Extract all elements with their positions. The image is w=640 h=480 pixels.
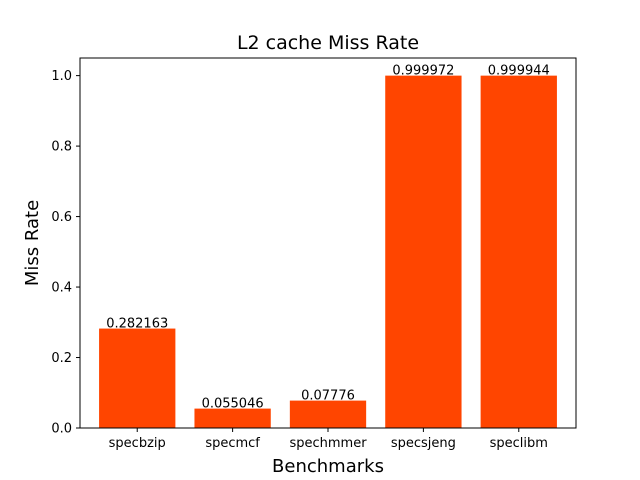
x-tick-label: speclibm [490, 436, 548, 451]
x-tick-label: specmcf [205, 436, 260, 451]
plot-frame [79, 57, 577, 429]
data-label-specmcf: 0.055046 [202, 397, 264, 412]
bars-group [99, 75, 557, 429]
x-tick-label: specsjeng [391, 436, 456, 451]
y-tick-label: 0.2 [51, 351, 72, 366]
bar-speclibm [480, 75, 557, 428]
chart-title: L2 cache Miss Rate [237, 32, 419, 54]
data-label-spechmmer: 0.07776 [301, 389, 355, 404]
bar-specmcf [194, 408, 271, 428]
y-tick-label: 0.0 [51, 422, 72, 437]
bar-spechmmer [289, 400, 367, 428]
data-label-speclibm: 0.999944 [488, 64, 550, 79]
y-axis-label: Miss Rate [22, 200, 43, 286]
bar-specbzip [99, 328, 176, 428]
x-tick-label: spechmmer [289, 436, 367, 451]
bar-specsjeng [385, 75, 462, 429]
y-tick-label: 0.6 [51, 210, 72, 225]
y-axis-ticks: 0.0 0.2 0.4 0.6 0.8 1.0 [51, 69, 80, 437]
y-tick-label: 1.0 [51, 69, 72, 84]
y-tick-label: 0.8 [51, 140, 72, 155]
x-axis-ticks: specbzip specmcf spechmmer specsjeng speclib… [109, 428, 548, 451]
y-tick-label: 0.4 [51, 281, 72, 296]
x-axis-label: Benchmarks [272, 456, 384, 477]
x-tick-label: specbzip [109, 436, 166, 451]
data-labels-group: 0.282163 0.055046 0.07776 0.999972 0.999944 [106, 64, 550, 412]
data-label-specsjeng: 0.999972 [392, 64, 454, 79]
data-label-specbzip: 0.282163 [106, 317, 168, 332]
